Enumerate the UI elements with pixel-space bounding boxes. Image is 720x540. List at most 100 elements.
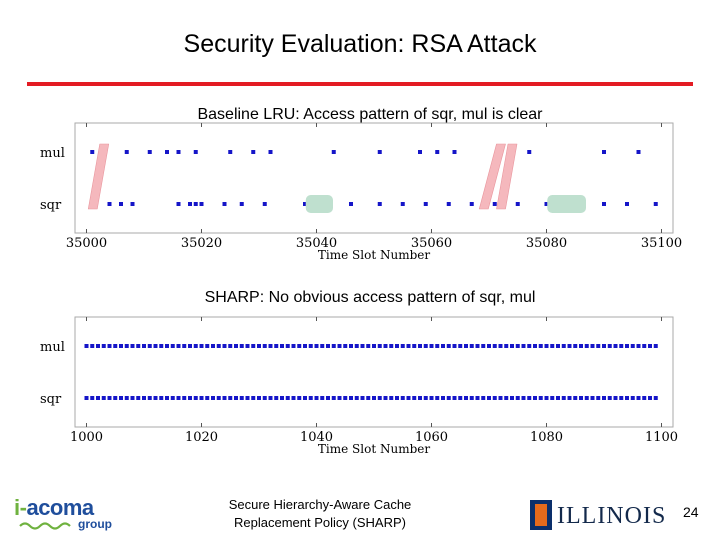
point-sqr	[469, 396, 474, 400]
x-tick-label: 1080	[530, 430, 563, 445]
point-mul	[170, 344, 175, 348]
point-mul	[147, 344, 152, 348]
point-sqr	[481, 396, 486, 400]
point-sqr	[188, 396, 192, 400]
point-sqr	[343, 396, 348, 400]
point-sqr	[228, 396, 233, 400]
title-divider	[27, 82, 693, 86]
point-mul	[556, 344, 560, 348]
point-mul	[395, 344, 399, 348]
point-sqr	[452, 396, 457, 400]
x-tick-label: 35040	[296, 236, 337, 251]
point-mul	[130, 344, 135, 348]
green-highlight	[305, 195, 333, 213]
chart1-caption: Baseline LRU: Access pattern of sqr, mul…	[197, 106, 543, 123]
point-mul	[360, 344, 365, 348]
point-sqr	[326, 396, 330, 400]
point-sqr	[234, 396, 238, 400]
point-mul	[96, 344, 100, 348]
footer-line-2: Replacement Policy (SHARP)	[234, 515, 406, 530]
point-mul	[648, 344, 652, 348]
point-sqr	[314, 396, 319, 400]
point-mul	[653, 344, 658, 348]
point-mul	[464, 344, 468, 348]
point-mul	[510, 344, 514, 348]
point-mul	[573, 344, 578, 348]
point-sqr	[96, 396, 100, 400]
logo-main: acoma	[26, 495, 94, 520]
point-mul	[153, 344, 158, 348]
x-tick-label: 1100	[645, 430, 678, 445]
point-mul	[119, 344, 123, 348]
point-sqr	[193, 202, 198, 206]
point-sqr	[544, 202, 549, 206]
point-mul	[165, 150, 169, 154]
point-mul	[182, 344, 187, 348]
baseline-lru-chart: mul sqr 35000 35020 35040 35060 35080 35100 Time…	[40, 122, 682, 262]
point-mul	[366, 344, 371, 348]
point-sqr	[165, 396, 169, 400]
point-sqr	[446, 396, 451, 400]
point-mul	[441, 344, 445, 348]
point-sqr	[297, 396, 302, 400]
point-mul	[452, 344, 457, 348]
point-mul	[303, 344, 307, 348]
point-sqr	[136, 396, 141, 400]
point-sqr	[262, 202, 267, 206]
chart2-caption: SHARP: No obvious access pattern of sqr,…	[204, 289, 536, 306]
point-mul	[337, 344, 342, 348]
point-mul	[262, 344, 267, 348]
point-sqr	[84, 396, 89, 400]
x-tick-label: 35020	[181, 236, 222, 251]
point-sqr	[285, 396, 290, 400]
point-mul	[228, 150, 233, 154]
point-sqr	[153, 396, 158, 400]
point-sqr	[579, 396, 583, 400]
point-mul	[389, 344, 394, 348]
point-sqr	[199, 396, 204, 400]
point-mul	[406, 344, 411, 348]
point-mul	[222, 344, 227, 348]
i-acoma-logo: i-acoma group	[14, 497, 124, 533]
point-mul	[147, 150, 152, 154]
point-mul	[487, 344, 491, 348]
point-sqr	[274, 396, 279, 400]
point-sqr	[251, 396, 256, 400]
point-sqr	[584, 396, 589, 400]
point-mul	[492, 344, 497, 348]
point-mul	[613, 344, 618, 348]
point-sqr	[515, 202, 520, 206]
point-mul	[636, 150, 641, 154]
point-sqr	[590, 396, 595, 400]
point-sqr	[607, 396, 612, 400]
point-mul	[418, 150, 422, 154]
point-sqr	[216, 396, 221, 400]
point-sqr	[130, 202, 135, 206]
slide-title: Security Evaluation: RSA Attack	[183, 30, 537, 58]
point-mul	[331, 150, 336, 154]
point-mul	[211, 344, 215, 348]
point-mul	[205, 344, 210, 348]
x-tick-label: 1040	[300, 430, 333, 445]
point-sqr	[349, 396, 353, 400]
point-sqr	[412, 396, 417, 400]
plot-frame	[74, 122, 674, 234]
point-sqr	[487, 396, 491, 400]
point-mul	[625, 344, 629, 348]
point-mul	[452, 150, 457, 154]
point-mul	[458, 344, 463, 348]
point-sqr	[648, 396, 652, 400]
point-mul	[630, 344, 635, 348]
y-label-mul: mul	[40, 340, 65, 355]
point-mul	[550, 344, 555, 348]
point-mul	[326, 344, 330, 348]
point-sqr	[182, 396, 187, 400]
red-highlight	[87, 143, 110, 210]
point-mul	[636, 344, 641, 348]
wave-icon	[19, 522, 71, 530]
sharp-chart: mul sqr 1000 1020 1040 1060 1080 1100 Time Slot …	[40, 316, 678, 456]
point-sqr	[170, 396, 175, 400]
point-mul	[475, 344, 480, 348]
point-sqr	[475, 396, 480, 400]
point-sqr	[653, 202, 658, 206]
